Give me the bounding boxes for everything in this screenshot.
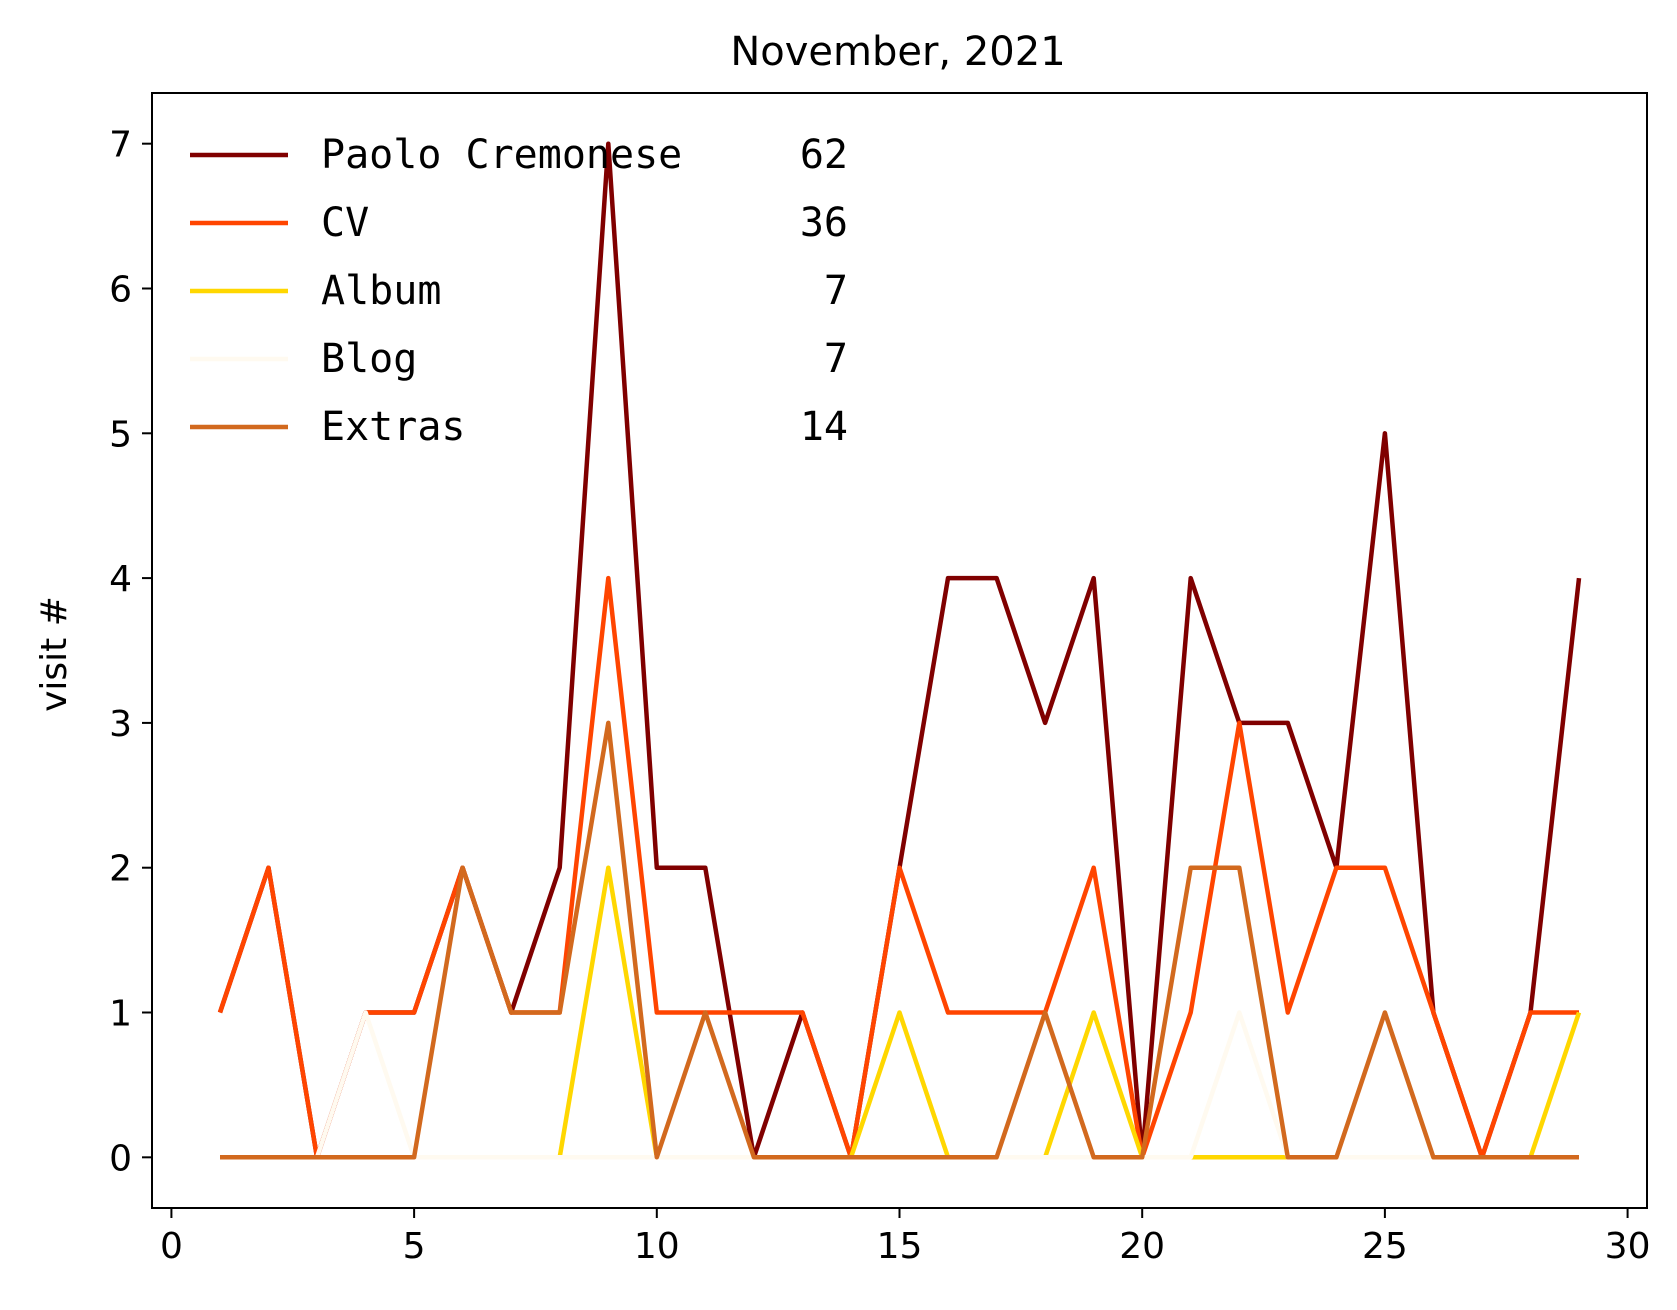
legend-count-album: 7 (824, 268, 848, 314)
x-tick-label: 25 (1362, 1226, 1408, 1267)
legend-count-extras: 14 (800, 404, 848, 450)
legend-label-blog: Blog (321, 336, 417, 382)
plot-frame (151, 92, 1648, 1209)
chart-title: November, 2021 (730, 29, 1065, 75)
y-axis-label: visit # (34, 596, 75, 712)
legend-count-paolo-cremonese: 62 (800, 132, 848, 178)
x-tick-label: 30 (1605, 1226, 1651, 1267)
x-tick-label: 15 (877, 1226, 923, 1267)
y-tick-label: 0 (109, 1138, 132, 1179)
x-tick-label: 5 (403, 1226, 426, 1267)
y-tick-label: 2 (109, 849, 132, 890)
y-tick-label: 1 (109, 994, 132, 1035)
legend: Paolo Cremonese 62 CV 36 Album 7 Blog 7 Extras 14 (190, 132, 848, 450)
legend-label-cv: CV (321, 200, 369, 246)
series-layer (217, 141, 1582, 1160)
series-line-extras (220, 720, 1579, 1160)
x-tick-label: 20 (1119, 1226, 1165, 1267)
y-tick-label: 5 (109, 414, 132, 455)
legend-count-blog: 7 (824, 336, 848, 382)
axes: 0 5 10 15 20 25 30 0 1 2 3 4 5 6 7 (109, 125, 1650, 1267)
y-tick-label: 6 (109, 269, 132, 310)
x-tick-label: 0 (160, 1226, 183, 1267)
legend-label-paolo-cremonese: Paolo Cremonese (321, 132, 682, 178)
legend-label-extras: Extras (321, 404, 466, 450)
y-tick-label: 4 (109, 559, 132, 600)
y-tick-label: 7 (109, 125, 132, 166)
y-tick-label: 3 (109, 704, 132, 745)
legend-count-cv: 36 (800, 200, 848, 246)
series-line-cv (217, 575, 1579, 1160)
legend-label-album: Album (321, 268, 441, 314)
x-tick-label: 10 (634, 1226, 680, 1267)
